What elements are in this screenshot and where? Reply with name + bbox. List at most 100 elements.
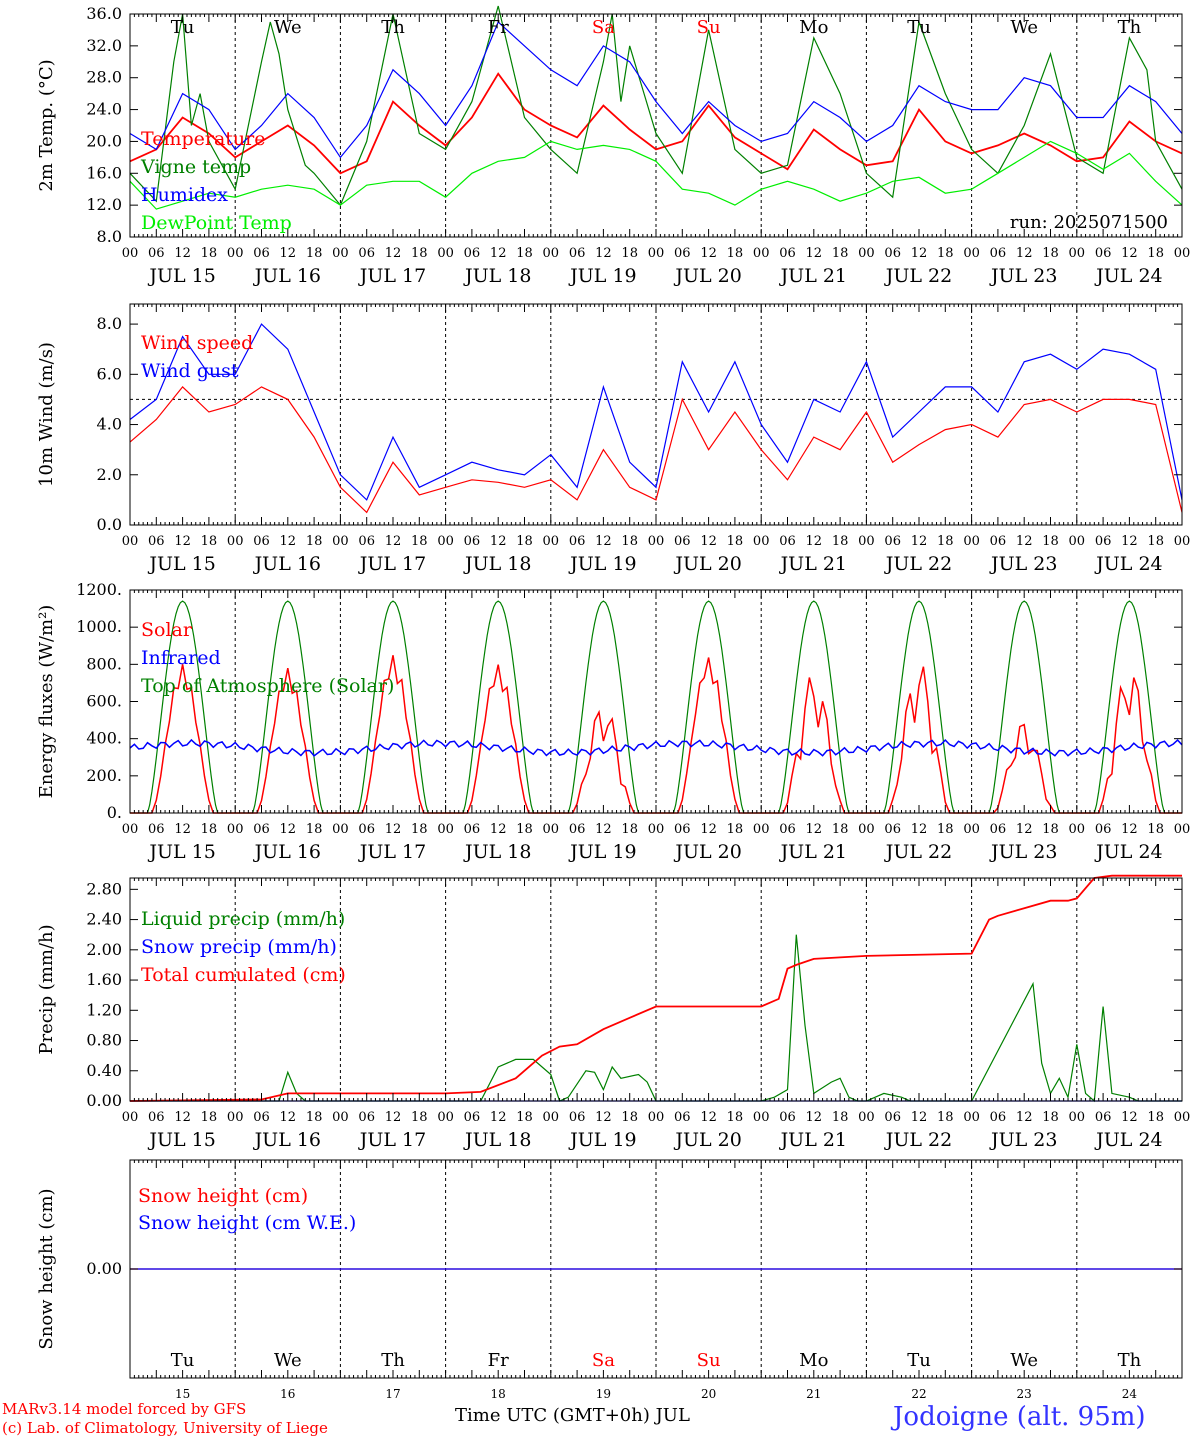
hour-tick-label: 06 bbox=[253, 534, 270, 549]
day-number-label: 16 bbox=[280, 1387, 295, 1401]
hour-tick-label: 06 bbox=[990, 246, 1007, 261]
hour-tick-label: 12 bbox=[806, 534, 823, 549]
y-axis-label: Snow height (cm) bbox=[36, 1188, 57, 1349]
hour-tick-label: 12 bbox=[280, 1110, 297, 1125]
day-name-label: Tu bbox=[907, 1350, 931, 1371]
hour-tick-label: 00 bbox=[227, 1110, 244, 1125]
hour-tick-label: 18 bbox=[411, 1110, 428, 1125]
hour-tick-label: 00 bbox=[1069, 1110, 1086, 1125]
hour-tick-label: 06 bbox=[779, 822, 796, 837]
hour-tick-label: 06 bbox=[253, 1110, 270, 1125]
hour-tick-label: 06 bbox=[148, 534, 165, 549]
hour-tick-label: 00 bbox=[1174, 246, 1191, 261]
hour-tick-label: 06 bbox=[569, 822, 586, 837]
hour-tick-label: 00 bbox=[332, 822, 349, 837]
series-line-temperature bbox=[129, 72, 1183, 175]
y-tick-label: 20.0 bbox=[86, 131, 122, 150]
hour-tick-label: 00 bbox=[437, 822, 454, 837]
hour-tick-label: 06 bbox=[674, 534, 691, 549]
day-name-label: Mo bbox=[799, 17, 828, 38]
hour-tick-label: 06 bbox=[569, 246, 586, 261]
hour-tick-label: 12 bbox=[174, 246, 191, 261]
date-label: JUL 15 bbox=[147, 841, 215, 863]
hour-tick-label: 18 bbox=[937, 534, 954, 549]
hour-tick-label: 18 bbox=[306, 534, 323, 549]
hour-tick-label: 12 bbox=[700, 1110, 717, 1125]
hour-tick-label: 12 bbox=[280, 822, 297, 837]
hour-tick-label: 12 bbox=[911, 822, 928, 837]
series-line-total-cumulated-cm- bbox=[129, 874, 1182, 1102]
hour-tick-label: 12 bbox=[1121, 534, 1138, 549]
day-number-label: 19 bbox=[596, 1387, 611, 1401]
hour-tick-label: 12 bbox=[385, 246, 402, 261]
hour-tick-label: 06 bbox=[464, 1110, 481, 1125]
day-name-label: Th bbox=[381, 17, 405, 38]
hour-tick-label: 18 bbox=[1042, 822, 1059, 837]
date-label: JUL 17 bbox=[358, 265, 426, 287]
hour-tick-label: 18 bbox=[1042, 246, 1059, 261]
y-tick-label: 0.00 bbox=[86, 1259, 122, 1278]
hour-tick-label: 00 bbox=[1174, 1110, 1191, 1125]
date-label: JUL 21 bbox=[779, 265, 847, 287]
hour-tick-label: 00 bbox=[648, 822, 665, 837]
hour-tick-label: 06 bbox=[464, 534, 481, 549]
hour-tick-label: 06 bbox=[1095, 822, 1112, 837]
y-axis-label: 2m Temp. (°C) bbox=[36, 59, 57, 191]
credit-line-1: MARv3.14 model forced by GFS bbox=[2, 1400, 247, 1418]
hour-tick-label: 06 bbox=[464, 246, 481, 261]
date-label: JUL 16 bbox=[253, 265, 321, 287]
hour-tick-label: 06 bbox=[779, 246, 796, 261]
hour-tick-label: 12 bbox=[700, 246, 717, 261]
y-tick-label: 4.0 bbox=[97, 415, 122, 434]
hour-tick-label: 00 bbox=[648, 534, 665, 549]
date-label: JUL 20 bbox=[673, 1129, 741, 1151]
hour-tick-label: 00 bbox=[543, 1110, 560, 1125]
hour-tick-label: 12 bbox=[280, 246, 297, 261]
hour-tick-label: 12 bbox=[700, 534, 717, 549]
y-tick-label: 1.20 bbox=[86, 1000, 122, 1019]
location-label: Jodoigne (alt. 95m) bbox=[893, 1402, 1146, 1432]
run-annotation: run: 2025071500 bbox=[1010, 212, 1168, 233]
hour-tick-label: 00 bbox=[963, 534, 980, 549]
legend-entry: Snow precip (mm/h) bbox=[141, 936, 337, 958]
day-name-label: Th bbox=[1118, 1350, 1142, 1371]
hour-tick-label: 18 bbox=[306, 1110, 323, 1125]
hour-tick-label: 06 bbox=[148, 246, 165, 261]
hour-tick-label: 06 bbox=[884, 1110, 901, 1125]
hour-tick-label: 00 bbox=[227, 534, 244, 549]
legend-entry: Vigne temp bbox=[140, 156, 251, 178]
day-name-label: We bbox=[1010, 1350, 1038, 1371]
hour-tick-label: 00 bbox=[332, 1110, 349, 1125]
date-label: JUL 21 bbox=[779, 841, 847, 863]
date-label: JUL 20 bbox=[673, 841, 741, 863]
date-label: JUL 19 bbox=[568, 1129, 636, 1151]
hour-tick-label: 06 bbox=[148, 1110, 165, 1125]
hour-tick-label: 18 bbox=[1147, 822, 1164, 837]
hour-tick-label: 06 bbox=[1095, 534, 1112, 549]
legend-entry: Liquid precip (mm/h) bbox=[141, 908, 345, 930]
series-line-dewpoint-temp bbox=[129, 140, 1183, 210]
date-label: JUL 24 bbox=[1094, 553, 1162, 575]
date-label: JUL 19 bbox=[568, 265, 636, 287]
hour-tick-label: 12 bbox=[595, 534, 612, 549]
hour-tick-label: 00 bbox=[122, 246, 139, 261]
date-label: JUL 19 bbox=[568, 841, 636, 863]
date-label: JUL 23 bbox=[989, 1129, 1057, 1151]
hour-tick-label: 12 bbox=[806, 1110, 823, 1125]
hour-tick-label: 00 bbox=[437, 246, 454, 261]
hour-tick-label: 00 bbox=[753, 534, 770, 549]
y-tick-label: 24.0 bbox=[86, 100, 122, 119]
hour-tick-label: 00 bbox=[1174, 534, 1191, 549]
hour-tick-label: 12 bbox=[1121, 1110, 1138, 1125]
hour-tick-label: 12 bbox=[1016, 1110, 1033, 1125]
hour-tick-label: 18 bbox=[1042, 534, 1059, 549]
y-tick-label: 1000. bbox=[76, 617, 122, 636]
hour-tick-label: 18 bbox=[1147, 534, 1164, 549]
y-tick-label: 600. bbox=[86, 692, 122, 711]
hour-tick-label: 00 bbox=[122, 1110, 139, 1125]
hour-tick-label: 12 bbox=[806, 246, 823, 261]
date-label: JUL 16 bbox=[253, 553, 321, 575]
y-tick-label: 0.0 bbox=[97, 515, 122, 534]
hour-tick-label: 00 bbox=[332, 246, 349, 261]
hour-tick-label: 06 bbox=[358, 534, 375, 549]
